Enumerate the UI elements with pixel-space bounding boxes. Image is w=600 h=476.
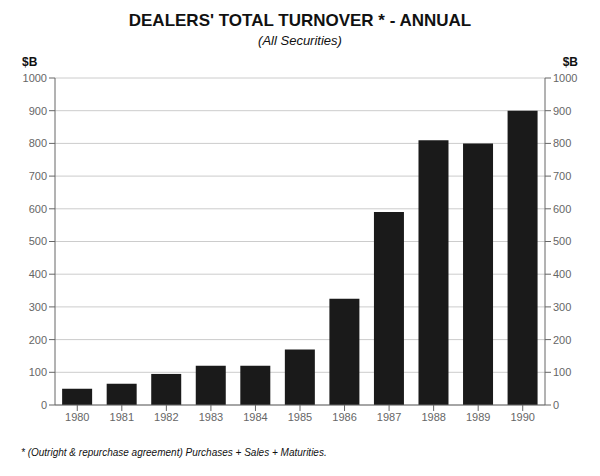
svg-text:300: 300 (29, 301, 47, 313)
svg-text:500: 500 (29, 235, 47, 247)
svg-text:1982: 1982 (154, 411, 178, 423)
svg-text:300: 300 (553, 301, 571, 313)
svg-text:500: 500 (553, 235, 571, 247)
svg-text:200: 200 (553, 334, 571, 346)
html-text:* (Outright & repurchase agree: * (Outright & repurchase agreement) Purc… (21, 447, 327, 458)
svg-text:1000: 1000 (553, 72, 577, 84)
svg-text:100: 100 (29, 366, 47, 378)
svg-text:900: 900 (553, 105, 571, 117)
svg-text:1984: 1984 (243, 411, 267, 423)
svg-text:100: 100 (553, 366, 571, 378)
svg-text:700: 700 (29, 170, 47, 182)
svg-text:1986: 1986 (332, 411, 356, 423)
svg-text:600: 600 (29, 203, 47, 215)
svg-text:1988: 1988 (421, 411, 445, 423)
svg-text:1989: 1989 (466, 411, 490, 423)
svg-text:800: 800 (553, 137, 571, 149)
svg-text:1985: 1985 (288, 411, 312, 423)
svg-text:400: 400 (29, 268, 47, 280)
svg-text:200: 200 (29, 334, 47, 346)
svg-text:1983: 1983 (199, 411, 223, 423)
svg-text:0: 0 (553, 399, 559, 411)
svg-text:1987: 1987 (377, 411, 401, 423)
html-text:(All Securities): (All Securities) (258, 33, 342, 48)
svg-text:600: 600 (553, 203, 571, 215)
svg-text:1000: 1000 (23, 72, 47, 84)
svg-text:0: 0 (41, 399, 47, 411)
svg-text:700: 700 (553, 170, 571, 182)
html-text:$B: $B (562, 55, 578, 69)
svg-text:400: 400 (553, 268, 571, 280)
svg-text:900: 900 (29, 105, 47, 117)
svg-text:1980: 1980 (65, 411, 89, 423)
svg-text:1981: 1981 (110, 411, 134, 423)
html-text:$B: $B (22, 55, 38, 69)
svg-text:800: 800 (29, 137, 47, 149)
svg-text:1990: 1990 (510, 411, 534, 423)
html-text:DEALERS' TOTAL TURNOVER * - AN: DEALERS' TOTAL TURNOVER * - ANNUAL (128, 11, 472, 30)
